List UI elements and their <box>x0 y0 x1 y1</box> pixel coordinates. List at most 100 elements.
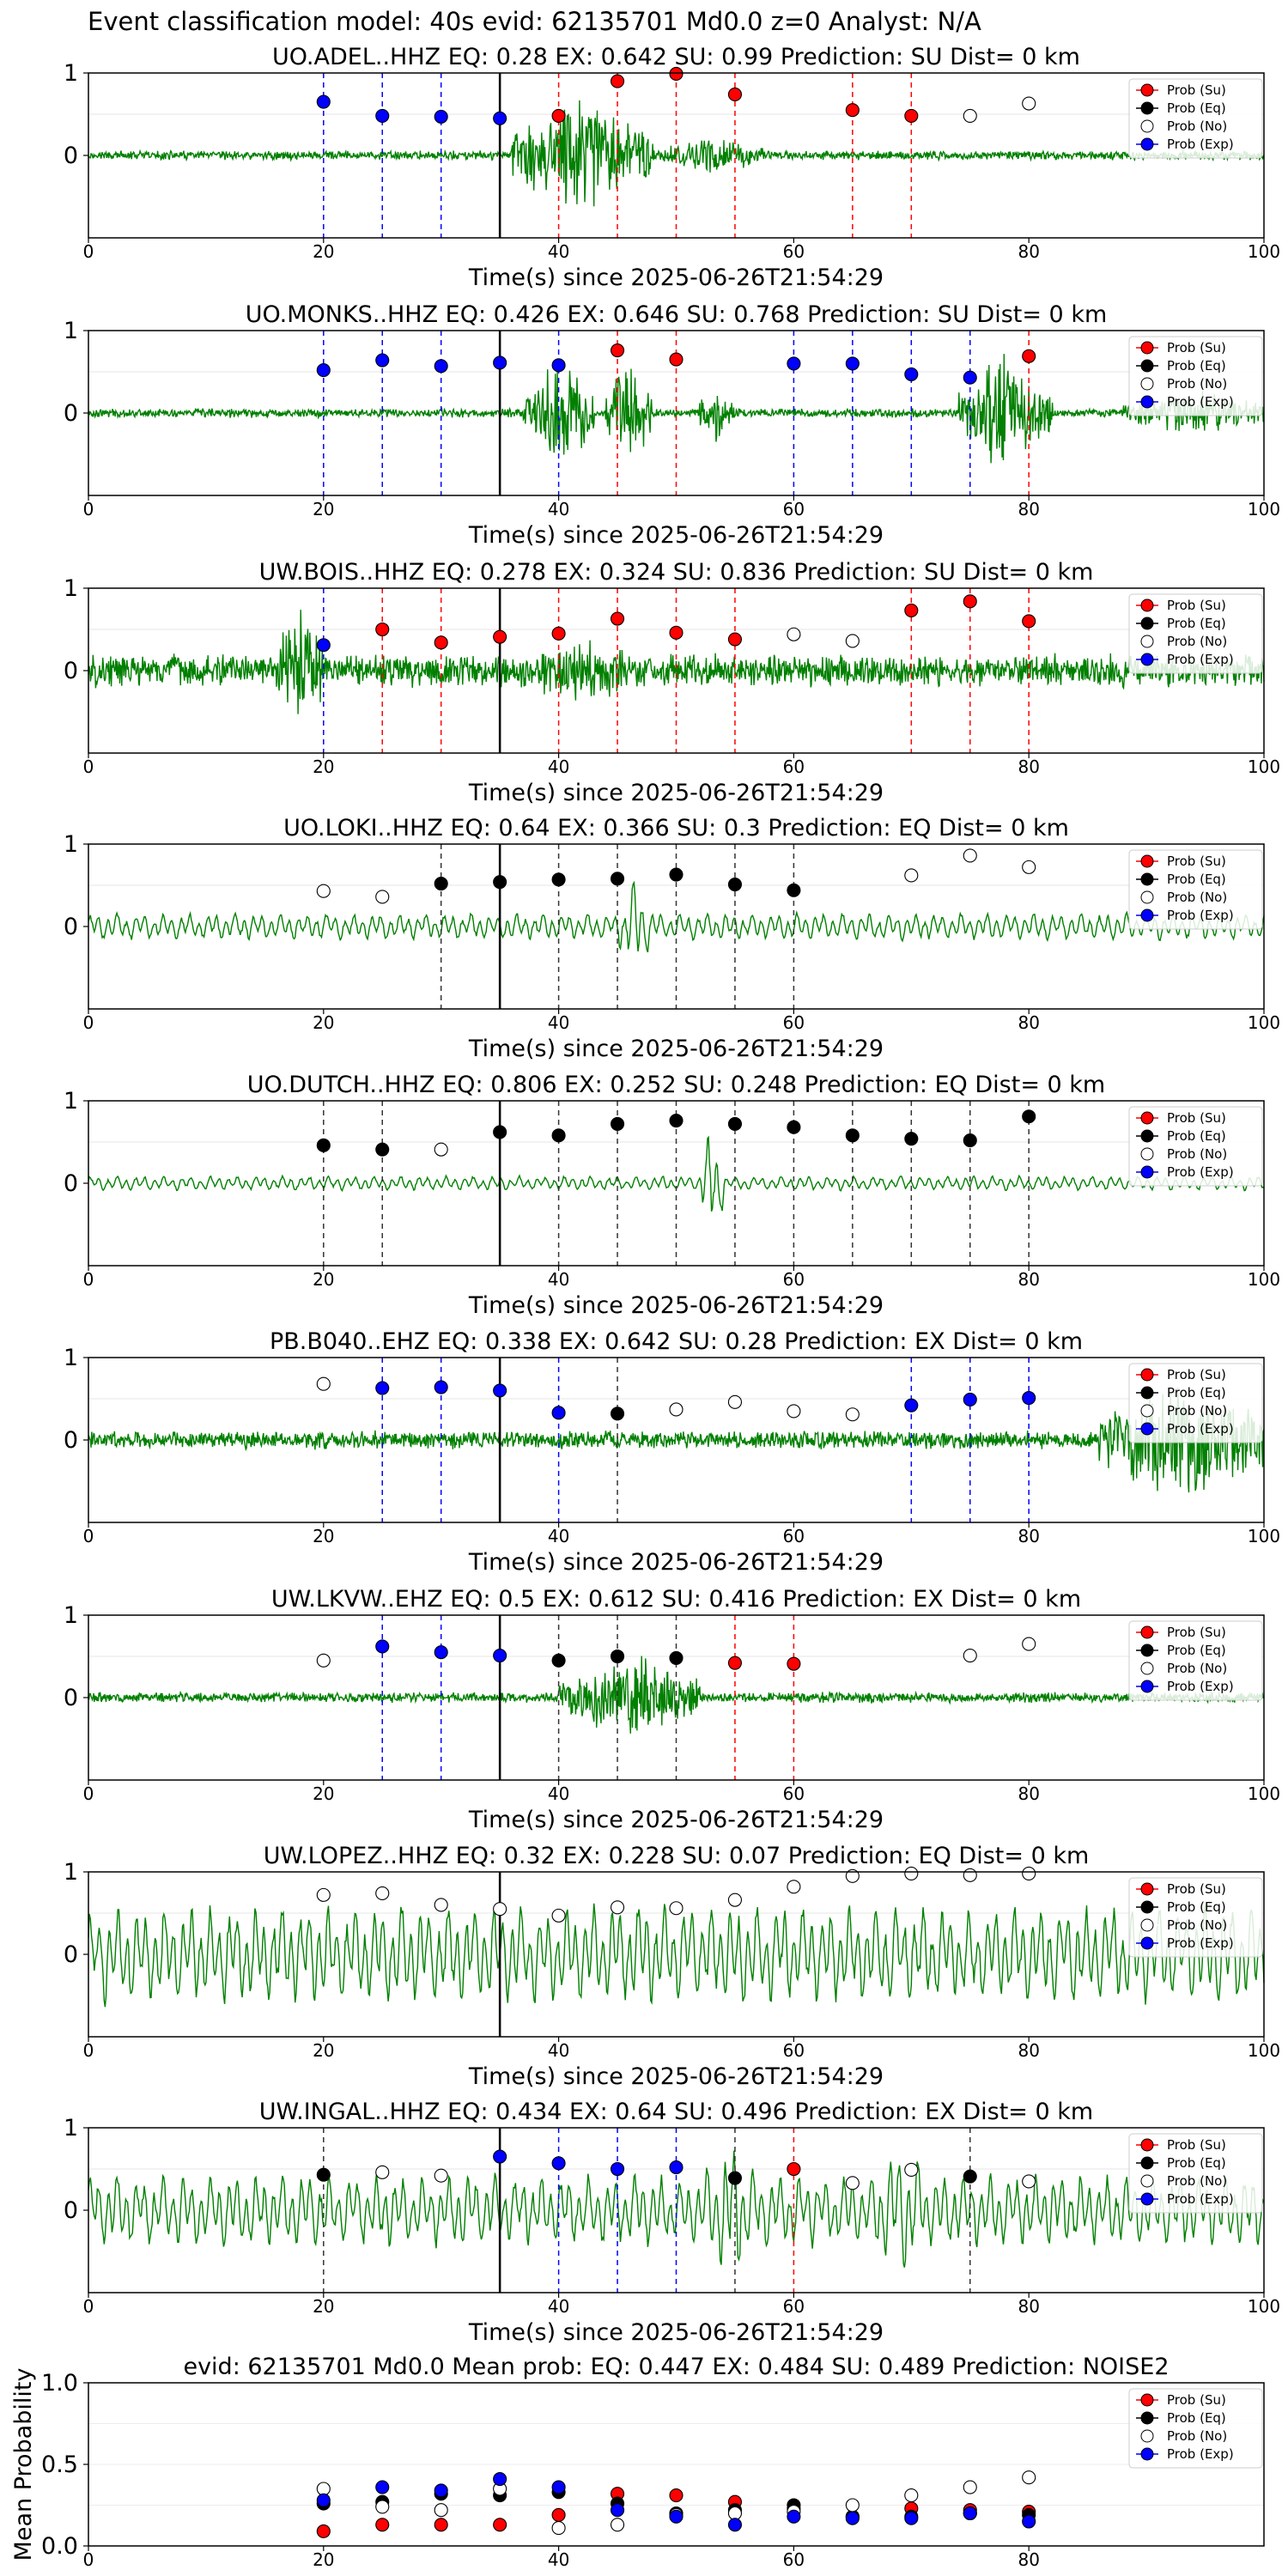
x-tick-label: 60 <box>783 1783 805 1804</box>
legend-label: Prob (Eq) <box>1167 100 1226 116</box>
panel-title: UW.INGAL..HHZ EQ: 0.434 EX: 0.64 SU: 0.4… <box>259 2099 1093 2125</box>
legend-label: Prob (Su) <box>1167 1881 1226 1897</box>
x-tick-label: 60 <box>783 1012 805 1033</box>
prob-marker-su <box>551 108 566 123</box>
y-tick-label: 0 <box>64 658 78 684</box>
legend-marker-exp <box>1140 395 1154 409</box>
legend-marker-no <box>1140 2429 1154 2443</box>
legend-label: Prob (Exp) <box>1167 1421 1234 1437</box>
y-tick-label: 1 <box>64 60 78 87</box>
x-axis-label: Time(s) since 2025-06-26T21:54:29 <box>468 264 884 291</box>
legend-label: Prob (No) <box>1167 1146 1227 1162</box>
legend-label: Prob (Su) <box>1167 1367 1226 1382</box>
prob-marker-no <box>787 627 801 641</box>
legend-marker-eq <box>1140 617 1154 630</box>
prob-marker-eq <box>493 875 507 890</box>
prob-marker-no <box>316 1376 331 1391</box>
x-tick-label: 60 <box>783 2549 805 2570</box>
legend-label: Prob (Su) <box>1167 1110 1226 1126</box>
x-tick-label: 40 <box>548 1783 569 1804</box>
x-tick-label: 40 <box>548 756 569 777</box>
prob-marker-su <box>493 629 507 644</box>
legend-marker-eq <box>1140 872 1154 886</box>
mean-marker-exp <box>669 2509 683 2524</box>
legend-marker-su <box>1140 854 1154 868</box>
prob-marker-no <box>551 1908 566 1923</box>
prob-marker-eq <box>787 883 801 897</box>
prob-marker-exp <box>434 109 448 124</box>
prob-marker-su <box>551 626 566 641</box>
x-tick-label: 80 <box>1018 1783 1039 1804</box>
legend-label: Prob (Eq) <box>1167 2155 1226 2171</box>
legend-label: Prob (Su) <box>1167 1625 1226 1640</box>
legend-marker-su <box>1140 83 1154 97</box>
prob-marker-eq <box>551 872 566 887</box>
legend-label: Prob (Su) <box>1167 598 1226 613</box>
prob-marker-eq <box>610 1406 625 1421</box>
prob-marker-su <box>610 611 625 626</box>
y-tick-label: 0 <box>64 1427 78 1454</box>
panel-title: UW.LOPEZ..HHZ EQ: 0.32 EX: 0.228 SU: 0.0… <box>264 1843 1090 1869</box>
y-tick-label: 1 <box>64 318 78 344</box>
prob-marker-no <box>904 868 919 883</box>
prob-marker-exp <box>551 358 566 373</box>
y-tick-label: 0 <box>64 1941 78 1968</box>
mean-marker-no <box>375 2500 390 2514</box>
legend-label: Prob (Exp) <box>1167 908 1234 923</box>
x-tick-label: 0 <box>83 1269 94 1290</box>
prob-marker-exp <box>963 370 977 385</box>
x-tick-label: 100 <box>1248 1783 1280 1804</box>
legend-marker-no <box>1140 119 1154 133</box>
mean-marker-exp <box>551 2480 566 2494</box>
legend-marker-exp <box>1140 908 1154 922</box>
mean-marker-exp <box>904 2511 919 2525</box>
panel-title: evid: 62135701 Md0.0 Mean prob: EQ: 0.44… <box>183 2354 1169 2380</box>
prob-marker-no <box>963 108 977 123</box>
legend-label: Prob (Eq) <box>1167 1899 1226 1915</box>
waveform-trace <box>88 100 1265 207</box>
legend-marker-eq <box>1140 2411 1154 2425</box>
x-tick-label: 0 <box>83 2040 94 2061</box>
prob-marker-no <box>1022 1637 1036 1651</box>
x-tick-label: 100 <box>1248 499 1280 519</box>
prob-marker-exp <box>493 111 507 125</box>
legend-label: Prob (No) <box>1167 1917 1227 1933</box>
x-tick-label: 100 <box>1248 241 1280 262</box>
prob-marker-eq <box>434 877 448 891</box>
x-tick-label: 0 <box>83 1012 94 1033</box>
y-tick-label: 1 <box>64 1602 78 1629</box>
y-tick-label: 1 <box>64 2115 78 2142</box>
x-tick-label: 60 <box>783 2296 805 2317</box>
legend-marker-eq <box>1140 1900 1154 1914</box>
legend-label: Prob (Eq) <box>1167 1128 1226 1144</box>
y-axis-label: Mean Probability <box>10 2368 37 2561</box>
prob-marker-no <box>669 1402 683 1417</box>
legend-box <box>1128 78 1263 159</box>
x-tick-label: 80 <box>1018 1526 1039 1546</box>
prob-marker-eq <box>845 1128 860 1143</box>
legend-label: Prob (Eq) <box>1167 1385 1226 1400</box>
legend-box <box>1128 2133 1263 2214</box>
prob-marker-no <box>787 1880 801 1894</box>
x-tick-label: 20 <box>313 499 334 519</box>
prob-marker-su <box>375 622 390 637</box>
legend-marker-exp <box>1140 2192 1154 2206</box>
x-axis-label: Time(s) since 2025-06-26T21:54:29 <box>468 1807 884 1833</box>
x-tick-label: 80 <box>1018 756 1039 777</box>
legend-label: Prob (No) <box>1167 1403 1227 1419</box>
prob-marker-su <box>727 632 743 647</box>
legend-label: Prob (Eq) <box>1167 2410 1226 2426</box>
legend-marker-su <box>1140 1111 1154 1125</box>
x-tick-label: 60 <box>783 241 805 262</box>
x-tick-label: 80 <box>1018 2040 1039 2061</box>
prob-marker-no <box>610 1900 625 1915</box>
prob-marker-exp <box>316 363 331 378</box>
prob-marker-su <box>904 108 919 123</box>
x-tick-label: 60 <box>783 756 805 777</box>
y-tick-label: 1 <box>64 575 78 602</box>
legend-label: Prob (No) <box>1167 376 1227 392</box>
y-tick-label: 0 <box>64 1685 78 1711</box>
mean-marker-no <box>610 2518 625 2532</box>
legend-marker-eq <box>1140 1129 1154 1143</box>
